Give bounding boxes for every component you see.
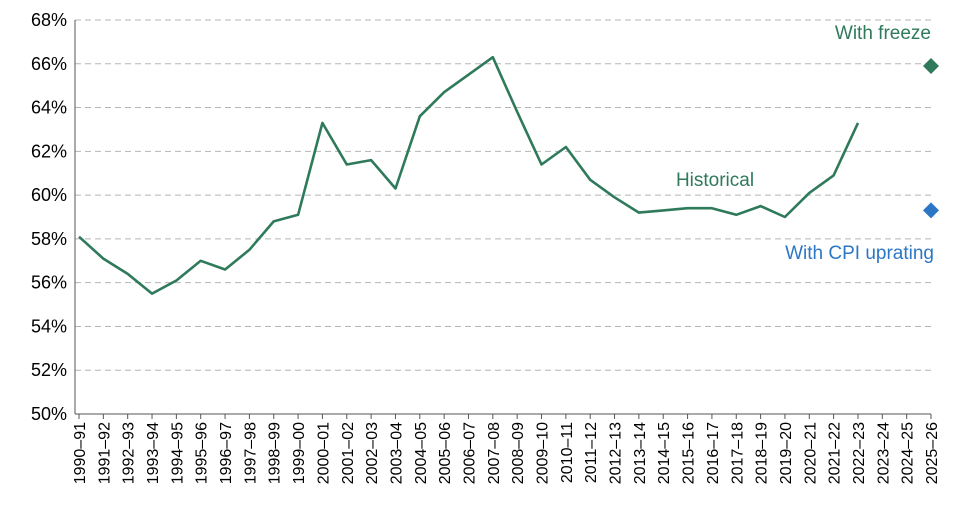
x-tick-label: 1991–92	[96, 422, 113, 484]
x-tick-label: 2015–16	[681, 422, 698, 484]
y-tick-label: 56%	[31, 273, 67, 293]
axes	[74, 20, 932, 419]
y-tick-label: 60%	[31, 185, 67, 205]
x-tick-label: 2024–25	[900, 422, 917, 484]
x-tick-label: 2021–22	[827, 422, 844, 484]
gridlines	[75, 19, 931, 371]
x-tick-label: 1999–00	[291, 422, 308, 484]
series-group	[78, 55, 860, 295]
x-tick-label: 2008–09	[510, 422, 527, 484]
x-tick-label: 2007–08	[486, 422, 503, 484]
x-tick-label: 2000–01	[315, 422, 332, 484]
x-tick-label: 2010–11	[559, 422, 576, 483]
x-tick-label: 1993–94	[145, 422, 162, 484]
x-tick-label: 2003–04	[388, 422, 405, 484]
y-tick-label: 68%	[31, 10, 67, 30]
x-tick-label: 1990–91	[72, 422, 89, 484]
x-tick-labels: 1990–91 1991–92 1992–93 1993–94 1994–95 1995–…	[72, 422, 941, 484]
marker-with-cpi-uprating	[923, 202, 939, 219]
x-tick-label: 1998–99	[267, 422, 284, 484]
x-tick-label: 1995–96	[194, 422, 211, 484]
x-tick-label: 2025–26	[924, 422, 941, 484]
x-tick-label: 2001–02	[340, 422, 357, 484]
y-tick-label: 66%	[31, 54, 67, 74]
annotation-group: With freeze Historical With CPI uprating	[676, 23, 934, 264]
annotation-with-freeze: With freeze	[835, 23, 931, 44]
x-tick-label: 1994–95	[169, 422, 186, 484]
y-tick-labels: 50% 52% 54% 56% 58% 60% 62% 64% 66% 68%	[31, 10, 67, 424]
x-tick-label: 1997–98	[242, 422, 259, 484]
x-tick-label: 2020–21	[802, 422, 819, 484]
x-tick-label: 1992–93	[121, 422, 138, 484]
y-tick-label: 54%	[31, 316, 67, 336]
x-tick-label: 2023–24	[875, 422, 892, 484]
x-tick-label: 1996–97	[218, 422, 235, 484]
y-tick-label: 62%	[31, 141, 67, 161]
x-tick-label: 2018–19	[754, 422, 771, 484]
x-tick-label: 2011–12	[583, 422, 600, 483]
x-tick-label: 2002–03	[364, 422, 381, 484]
x-tick-label: 2016–17	[705, 422, 722, 484]
y-tick-label: 52%	[31, 360, 67, 380]
x-tick-label: 2014–15	[656, 422, 673, 484]
y-tick-label: 64%	[31, 98, 67, 118]
annotation-with-cpi-uprating: With CPI uprating	[785, 243, 934, 264]
x-tick-label: 2017–18	[729, 422, 746, 484]
series-line-historical	[78, 55, 860, 295]
x-tick-label: 2005–06	[437, 422, 454, 484]
x-tick-label: 2013–14	[632, 422, 649, 484]
x-tick-label: 2019–20	[778, 422, 795, 484]
x-tick-label: 2012–13	[608, 422, 625, 484]
y-tick-label: 58%	[31, 229, 67, 249]
x-tick-label: 2009–10	[535, 422, 552, 484]
x-tick-label: 2004–05	[413, 422, 430, 484]
x-tick-label: 2006–07	[461, 422, 478, 484]
y-tick-label: 50%	[31, 404, 67, 424]
marker-group	[923, 57, 939, 219]
marker-with-freeze	[923, 57, 939, 74]
x-tick-label: 2022–23	[851, 422, 868, 484]
annotation-historical: Historical	[676, 170, 754, 191]
